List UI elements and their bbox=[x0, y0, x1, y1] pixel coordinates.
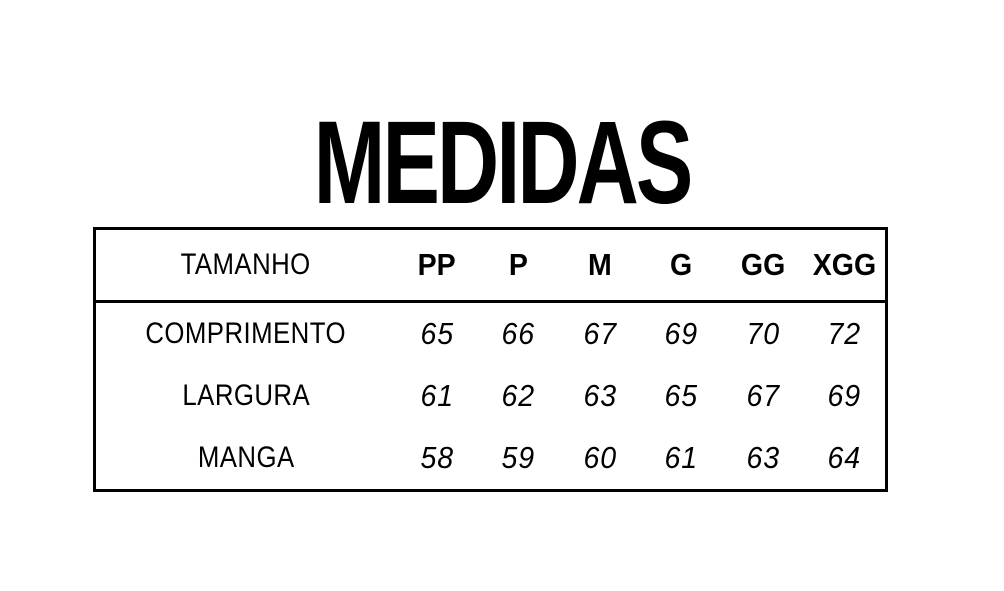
value-manga-xgg: 64 bbox=[827, 440, 862, 475]
measurement-cell: 62 bbox=[478, 378, 560, 414]
measurement-cell: 72 bbox=[804, 316, 886, 352]
page-title-text: MEDIDAS bbox=[313, 97, 694, 229]
row-label-manga: MANGA bbox=[197, 441, 295, 474]
measurement-cell: 63 bbox=[559, 378, 641, 414]
value-largura-gg: 67 bbox=[745, 378, 780, 413]
column-header-xgg: XGG bbox=[804, 247, 886, 283]
size-label-gg: GG bbox=[740, 247, 785, 282]
value-comprimento-p: 66 bbox=[501, 316, 536, 351]
value-comprimento-m: 67 bbox=[582, 316, 617, 351]
measurement-cell: 67 bbox=[559, 316, 641, 352]
column-header-tamanho: TAMANHO bbox=[96, 248, 396, 282]
value-largura-pp: 61 bbox=[419, 378, 454, 413]
value-comprimento-g: 69 bbox=[664, 316, 699, 351]
value-manga-gg: 63 bbox=[745, 440, 780, 475]
measurement-cell: 58 bbox=[396, 440, 478, 476]
row-label-cell: COMPRIMENTO bbox=[96, 317, 396, 351]
value-largura-p: 62 bbox=[501, 378, 536, 413]
measurement-cell: 61 bbox=[396, 378, 478, 414]
value-manga-m: 60 bbox=[582, 440, 617, 475]
table-row-largura: LARGURA 61 62 63 65 67 69 bbox=[96, 365, 885, 427]
row-label-comprimento: COMPRIMENTO bbox=[145, 317, 347, 350]
value-manga-p: 59 bbox=[501, 440, 536, 475]
column-header-tamanho-label: TAMANHO bbox=[180, 248, 312, 281]
measurement-cell: 69 bbox=[641, 316, 723, 352]
value-largura-m: 63 bbox=[582, 378, 617, 413]
value-comprimento-gg: 70 bbox=[745, 316, 780, 351]
column-header-pp: PP bbox=[396, 247, 478, 283]
size-label-pp: PP bbox=[417, 247, 456, 282]
column-header-p: P bbox=[478, 247, 560, 283]
value-manga-g: 61 bbox=[664, 440, 699, 475]
table-row-manga: MANGA 58 59 60 61 63 64 bbox=[96, 427, 885, 489]
measurement-cell: 61 bbox=[641, 440, 723, 476]
value-manga-pp: 58 bbox=[419, 440, 454, 475]
value-largura-g: 65 bbox=[664, 378, 699, 413]
value-comprimento-pp: 65 bbox=[419, 316, 454, 351]
column-header-gg: GG bbox=[722, 247, 804, 283]
column-header-m: M bbox=[559, 247, 641, 283]
row-label-largura: LARGURA bbox=[182, 379, 310, 412]
table-header-row: TAMANHO PP P M G GG XGG bbox=[96, 230, 885, 303]
measurement-cell: 67 bbox=[722, 378, 804, 414]
measurement-cell: 64 bbox=[804, 440, 886, 476]
size-label-p: P bbox=[508, 247, 528, 282]
measurement-cell: 69 bbox=[804, 378, 886, 414]
measurement-cell: 65 bbox=[641, 378, 723, 414]
measurement-cell: 63 bbox=[722, 440, 804, 476]
column-header-g: G bbox=[641, 247, 723, 283]
measurement-cell: 66 bbox=[478, 316, 560, 352]
measurement-cell: 59 bbox=[478, 440, 560, 476]
page-title: MEDIDAS bbox=[0, 104, 1004, 222]
value-largura-xgg: 69 bbox=[827, 378, 862, 413]
size-label-xgg: XGG bbox=[812, 247, 876, 282]
measurement-cell: 65 bbox=[396, 316, 478, 352]
size-label-g: G bbox=[670, 247, 693, 282]
measurement-cell: 60 bbox=[559, 440, 641, 476]
row-label-cell: LARGURA bbox=[96, 379, 396, 413]
value-comprimento-xgg: 72 bbox=[827, 316, 862, 351]
measurement-cell: 70 bbox=[722, 316, 804, 352]
measurements-table: TAMANHO PP P M G GG XGG COMPRI bbox=[93, 227, 888, 492]
size-label-m: M bbox=[587, 247, 612, 282]
row-label-cell: MANGA bbox=[96, 441, 396, 475]
table-row-comprimento: COMPRIMENTO 65 66 67 69 70 72 bbox=[96, 303, 885, 365]
